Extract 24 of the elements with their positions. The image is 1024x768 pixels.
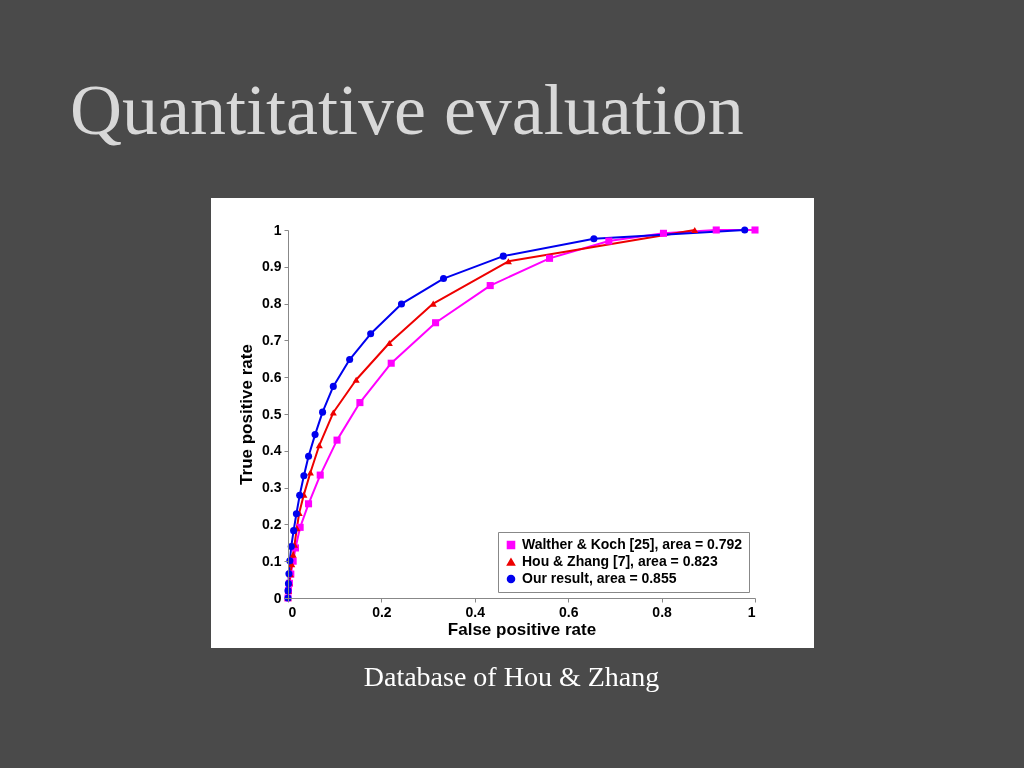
y-tick-label: 0.5 [262,405,282,422]
text: Database of Hou & Zhang [363,661,660,692]
y-tick-label: 0 [273,589,282,606]
x-tick-label: 0.2 [372,603,392,620]
chart-title: Quantitative evaluation [70,70,744,150]
x-tick-label: 0.4 [465,603,486,620]
x-tick-label: 0.6 [558,603,579,620]
y-tick-label: 0.2 [262,515,282,532]
y-tick-label: 0.3 [262,479,282,496]
legend-label: Walther & Koch [25], area = 0.792 [522,536,743,552]
x-tick-label: 0 [288,603,297,620]
y-tick-label: 0.4 [262,442,282,459]
legend-label: Hou & Zhang [7], area = 0.823 [522,553,718,569]
y-tick-label: 1 [273,221,282,238]
y-tick-label: 0.1 [262,552,282,569]
legend-label: Our result, area = 0.855 [522,570,677,586]
y-axis-title: True positive rate [237,344,257,485]
y-tick-label: 0.6 [262,368,282,385]
y-tick-label: 0.7 [262,331,282,348]
y-tick-label: 0.9 [262,258,282,275]
x-tick-label: 0.8 [652,603,673,620]
x-axis-title: False positive rate [447,619,597,639]
y-tick-label: 0.8 [262,295,282,312]
x-tick-label: 1 [747,603,756,620]
